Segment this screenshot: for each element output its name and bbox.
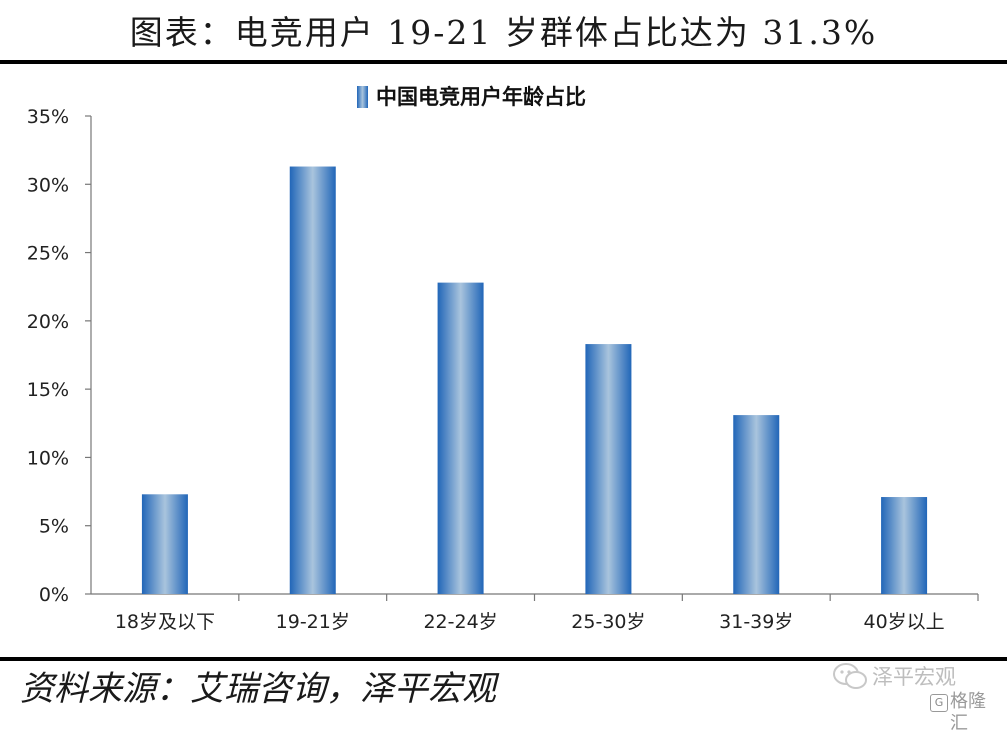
x-tick-label: 40岁以上 <box>863 611 944 633</box>
watermark-text: 泽平宏观 <box>872 665 956 689</box>
x-tick-label: 31-39岁 <box>719 611 793 633</box>
chart-legend: 中国电竞用户年龄占比 <box>357 85 586 109</box>
bar <box>141 494 188 594</box>
legend-label: 中国电竞用户年龄占比 <box>376 85 586 109</box>
y-tick-label: 10% <box>27 447 69 469</box>
top-divider <box>0 60 1007 64</box>
x-tick-label: 18岁及以下 <box>115 611 215 633</box>
bar <box>585 344 632 594</box>
bar <box>289 166 336 594</box>
page-title: 图表：电竞用户 19-21 岁群体占比达为 31.3% <box>129 13 878 52</box>
y-tick-label: 20% <box>27 311 69 333</box>
y-tick-label: 5% <box>39 516 69 538</box>
y-tick-label: 15% <box>27 379 69 401</box>
y-tick-label: 0% <box>39 584 69 606</box>
x-tick-label: 19-21岁 <box>276 611 350 633</box>
source-note: 资料来源：艾瑞咨询，泽平宏观 <box>20 669 496 709</box>
bar <box>733 415 780 594</box>
bar-chart: 中国电竞用户年龄占比 0% 5% 10% 15% 20% 25% 30% 35% 18岁及以下… <box>27 85 979 633</box>
wechat-icon <box>833 663 867 689</box>
bar <box>881 497 928 594</box>
y-tick-label: 30% <box>27 174 69 196</box>
x-tick-label: 25-30岁 <box>571 611 645 633</box>
watermark-subtext: 格隆汇 <box>950 691 986 734</box>
legend-swatch <box>357 86 368 108</box>
y-tick-label: 25% <box>27 243 69 265</box>
x-tick-label: 22-24岁 <box>423 611 497 633</box>
y-tick-label: 35% <box>27 106 69 128</box>
watermark-badge: G <box>930 694 948 712</box>
watermark: 泽平宏观 G 格隆汇 <box>832 662 1002 734</box>
bar <box>437 282 484 594</box>
bottom-divider <box>0 657 1007 661</box>
